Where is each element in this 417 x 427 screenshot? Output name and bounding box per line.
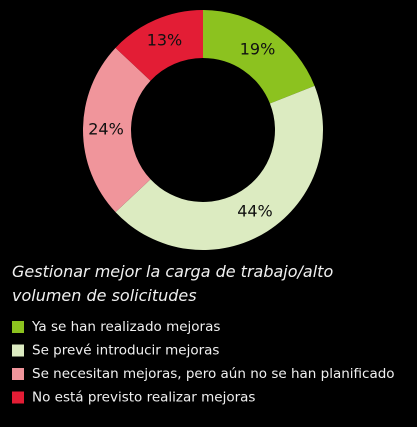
legend-label: Ya se han realizado mejoras — [31, 319, 220, 335]
legend-label: Se prevé introducir mejoras — [32, 343, 219, 359]
legend-swatch — [12, 321, 24, 333]
donut-slice — [83, 47, 151, 213]
legend-swatch — [12, 368, 24, 380]
donut-slice — [203, 10, 315, 104]
legend-label: Se necesitan mejoras, pero aún no se han… — [32, 366, 395, 382]
donut-slice — [115, 10, 203, 81]
chart-title: Gestionar mejor la carga de trabajo/alto… — [12, 262, 334, 305]
value-label: 19% — [240, 39, 276, 58]
value-label: 13% — [147, 30, 183, 49]
value-label: 44% — [237, 201, 273, 220]
value-label: 24% — [88, 120, 124, 139]
legend-swatch — [12, 344, 24, 357]
legend-label: No está previsto realizar mejoras — [32, 390, 255, 406]
donut-slice — [115, 85, 323, 251]
legend-swatch — [12, 391, 24, 404]
